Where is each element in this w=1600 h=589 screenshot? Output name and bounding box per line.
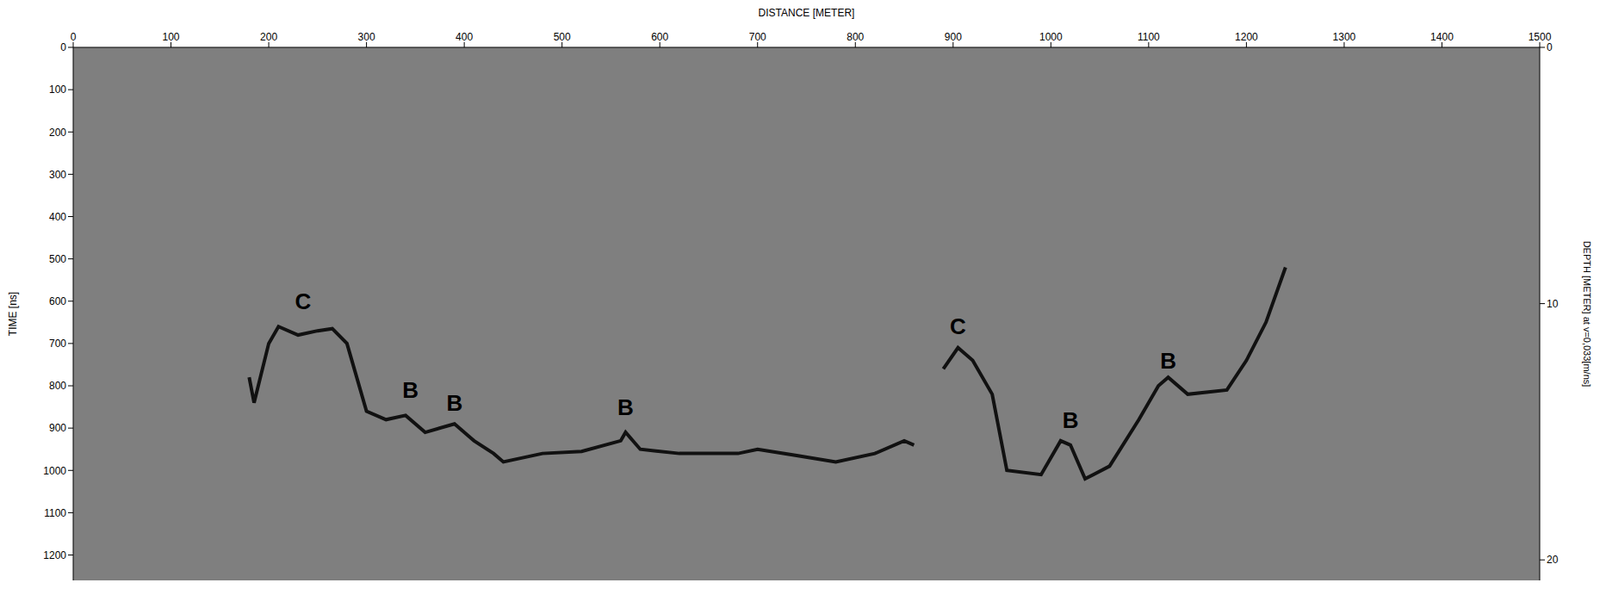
svg-text:600: 600: [49, 295, 67, 308]
svg-text:B: B: [617, 394, 634, 421]
svg-text:1400: 1400: [1430, 31, 1454, 44]
svg-text:DEPTH [METER] at v=0,033[m/ns]: DEPTH [METER] at v=0,033[m/ns]: [1581, 241, 1593, 388]
svg-text:1500: 1500: [1528, 31, 1552, 44]
svg-text:B: B: [446, 390, 463, 416]
svg-text:600: 600: [651, 31, 669, 44]
svg-text:400: 400: [455, 31, 473, 44]
svg-text:1100: 1100: [43, 507, 67, 520]
svg-text:800: 800: [846, 31, 864, 44]
svg-text:C: C: [294, 288, 311, 315]
svg-text:400: 400: [49, 210, 67, 224]
svg-text:0: 0: [1546, 41, 1553, 54]
svg-text:800: 800: [49, 379, 67, 392]
svg-text:0: 0: [70, 31, 77, 44]
svg-text:B: B: [1159, 347, 1177, 374]
svg-text:200: 200: [260, 31, 278, 44]
svg-text:B: B: [1062, 407, 1080, 434]
svg-text:1100: 1100: [1137, 31, 1160, 44]
svg-text:DISTANCE [METER]: DISTANCE [METER]: [758, 6, 856, 19]
svg-text:500: 500: [49, 253, 67, 266]
svg-text:1200: 1200: [43, 549, 67, 562]
svg-text:700: 700: [749, 31, 767, 44]
svg-text:1300: 1300: [1333, 31, 1357, 44]
svg-text:300: 300: [49, 168, 67, 181]
svg-text:20: 20: [1546, 553, 1559, 566]
svg-text:500: 500: [553, 31, 571, 44]
svg-text:B: B: [402, 377, 419, 404]
svg-text:900: 900: [49, 421, 67, 435]
svg-text:100: 100: [162, 31, 180, 44]
svg-text:900: 900: [944, 31, 962, 44]
svg-text:TIME [ns]: TIME [ns]: [6, 291, 19, 336]
svg-text:300: 300: [358, 31, 376, 44]
svg-text:1000: 1000: [43, 465, 67, 478]
svg-text:100: 100: [49, 83, 67, 96]
svg-text:10: 10: [1546, 297, 1559, 311]
svg-text:200: 200: [49, 126, 67, 139]
svg-text:1000: 1000: [1039, 31, 1063, 44]
svg-text:700: 700: [49, 337, 67, 350]
svg-text:C: C: [949, 313, 967, 340]
svg-text:0: 0: [60, 41, 67, 54]
svg-text:1200: 1200: [1234, 31, 1259, 44]
